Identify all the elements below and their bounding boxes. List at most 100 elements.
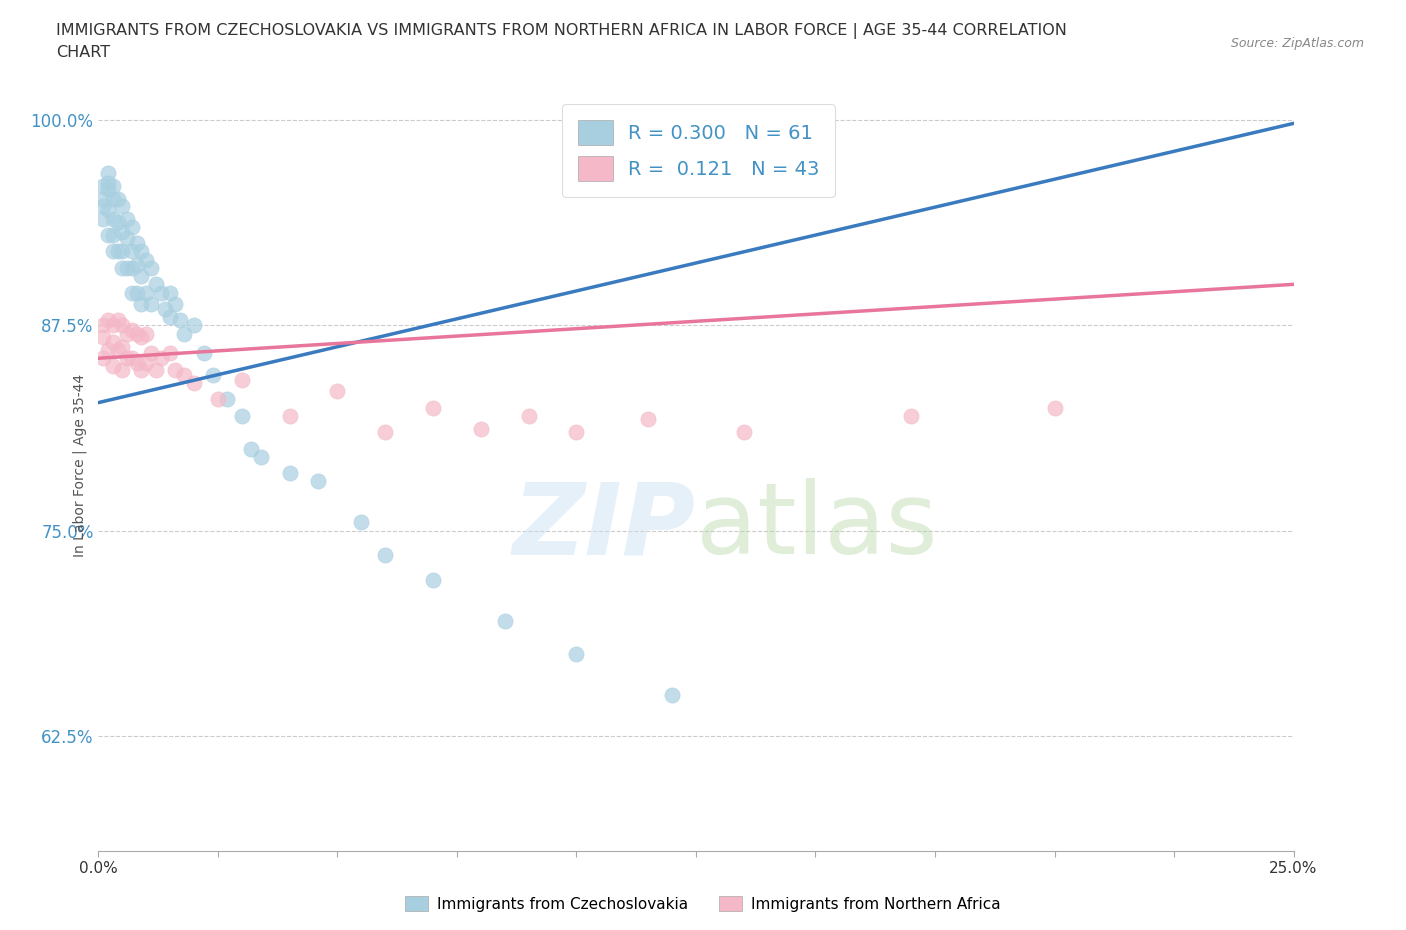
Point — [101, 318, 124, 333]
Point — [101, 335, 124, 350]
Point — [470, 421, 492, 436]
Point — [107, 342, 129, 357]
Point — [278, 466, 301, 481]
Point — [115, 211, 138, 226]
Point — [326, 384, 349, 399]
Point — [159, 310, 181, 325]
Point — [422, 573, 444, 588]
Point — [169, 313, 191, 328]
Point — [91, 329, 114, 344]
Point — [159, 346, 181, 361]
Point — [135, 252, 157, 267]
Point — [115, 351, 138, 365]
Point — [101, 192, 124, 206]
Point — [97, 166, 120, 180]
Point — [125, 286, 148, 300]
Point — [163, 297, 186, 312]
Point — [131, 269, 153, 284]
Point — [231, 408, 253, 423]
Point — [97, 342, 120, 357]
Point — [125, 356, 148, 371]
Point — [111, 244, 134, 259]
Point — [111, 224, 134, 239]
Point — [163, 363, 186, 378]
Point — [101, 228, 124, 243]
Point — [121, 219, 143, 234]
Point — [91, 179, 114, 193]
Point — [374, 548, 396, 563]
Point — [115, 260, 138, 275]
Point — [131, 244, 153, 259]
Point — [97, 313, 120, 328]
Point — [733, 425, 755, 440]
Point — [900, 408, 922, 423]
Point — [91, 198, 114, 213]
Text: Source: ZipAtlas.com: Source: ZipAtlas.com — [1230, 37, 1364, 50]
Point — [350, 515, 373, 530]
Point — [173, 367, 195, 382]
Point — [139, 346, 162, 361]
Y-axis label: In Labor Force | Age 35-44: In Labor Force | Age 35-44 — [73, 374, 87, 556]
Point — [131, 329, 153, 344]
Point — [115, 231, 138, 246]
Point — [91, 351, 114, 365]
Text: ZIP: ZIP — [513, 478, 696, 576]
Point — [121, 323, 143, 338]
Point — [121, 286, 143, 300]
Point — [97, 175, 120, 190]
Point — [135, 356, 157, 371]
Point — [101, 244, 124, 259]
Point — [111, 339, 134, 354]
Point — [125, 258, 148, 272]
Point — [101, 179, 124, 193]
Point — [91, 211, 114, 226]
Point — [1043, 400, 1066, 415]
Point — [125, 236, 148, 251]
Point — [193, 346, 215, 361]
Point — [135, 286, 157, 300]
Point — [139, 260, 162, 275]
Point — [207, 392, 229, 406]
Point — [101, 211, 124, 226]
Point — [139, 297, 162, 312]
Point — [149, 286, 172, 300]
Point — [111, 318, 134, 333]
Point — [183, 318, 205, 333]
Text: CHART: CHART — [56, 45, 110, 60]
Legend: Immigrants from Czechoslovakia, Immigrants from Northern Africa: Immigrants from Czechoslovakia, Immigran… — [399, 889, 1007, 918]
Point — [107, 313, 129, 328]
Point — [131, 297, 153, 312]
Point — [250, 449, 273, 464]
Point — [121, 351, 143, 365]
Point — [101, 359, 124, 374]
Point — [97, 228, 120, 243]
Point — [131, 363, 153, 378]
Point — [661, 687, 683, 702]
Point — [135, 326, 157, 341]
Point — [145, 363, 167, 378]
Point — [374, 425, 396, 440]
Point — [240, 441, 263, 456]
Point — [422, 400, 444, 415]
Point — [111, 260, 134, 275]
Point — [565, 646, 588, 661]
Text: IMMIGRANTS FROM CZECHOSLOVAKIA VS IMMIGRANTS FROM NORTHERN AFRICA IN LABOR FORCE: IMMIGRANTS FROM CZECHOSLOVAKIA VS IMMIGR… — [56, 23, 1067, 39]
Point — [91, 318, 114, 333]
Point — [91, 192, 114, 206]
Point — [97, 203, 120, 218]
Point — [217, 392, 239, 406]
Point — [637, 412, 659, 427]
Point — [121, 244, 143, 259]
Point — [107, 215, 129, 230]
Point — [111, 198, 134, 213]
Point — [278, 408, 301, 423]
Point — [125, 326, 148, 341]
Point — [149, 351, 172, 365]
Point — [111, 363, 134, 378]
Point — [231, 372, 253, 387]
Text: atlas: atlas — [696, 478, 938, 576]
Point — [97, 181, 120, 196]
Point — [202, 367, 225, 382]
Point — [115, 326, 138, 341]
Point — [107, 244, 129, 259]
